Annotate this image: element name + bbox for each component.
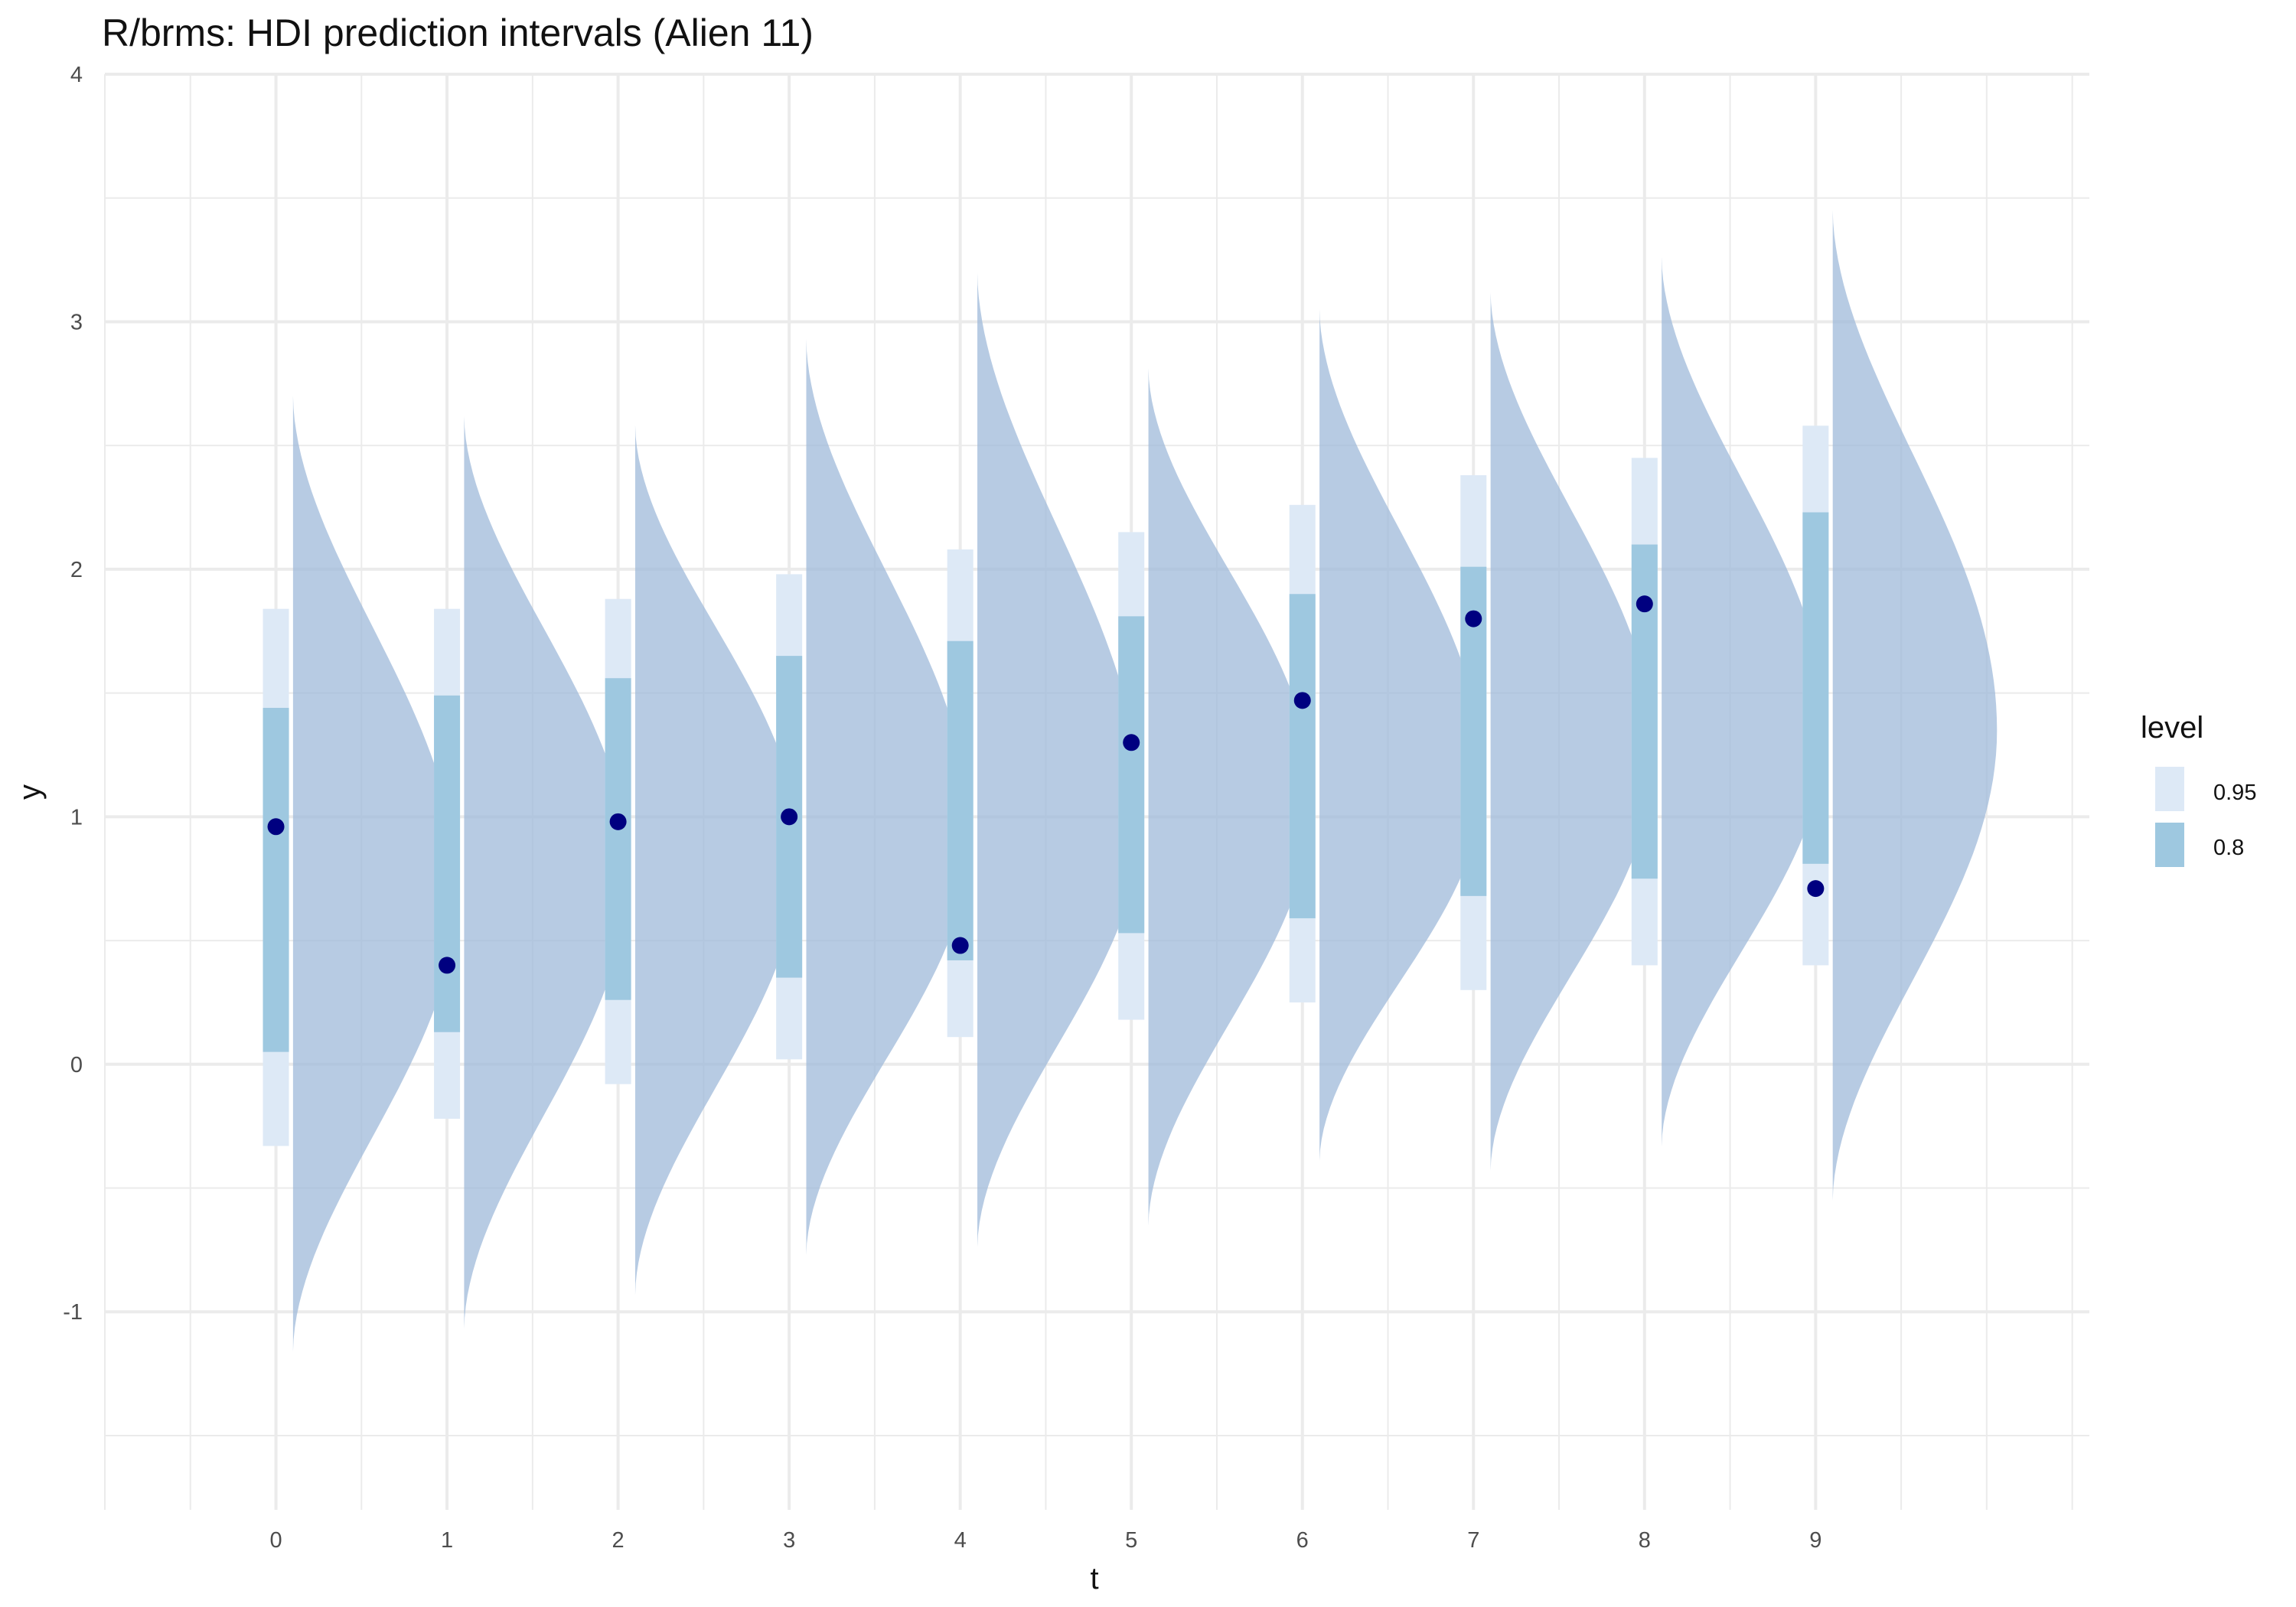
observed-point-t9 [1807, 880, 1825, 898]
density-t6 [1319, 309, 1484, 1161]
observed-point-t7 [1465, 610, 1482, 627]
interval80-t4 [947, 641, 974, 960]
x-tick-labels: 0 1 2 3 4 5 6 7 8 9 [269, 1528, 1821, 1553]
observed-point-t0 [267, 818, 285, 836]
observed-point-t4 [951, 937, 969, 954]
density-t7 [1490, 292, 1655, 1171]
interval80-t0 [263, 708, 289, 1052]
x-tick-label: 2 [612, 1528, 625, 1553]
density-t9 [1832, 210, 1998, 1201]
density-layer [292, 210, 1998, 1351]
observed-point-t8 [1636, 595, 1653, 613]
x-tick-label: 4 [954, 1528, 967, 1553]
x-tick-label: 8 [1639, 1528, 1651, 1553]
observed-point-t5 [1123, 734, 1140, 751]
x-tick-label: 6 [1296, 1528, 1309, 1553]
observed-point-t6 [1293, 692, 1311, 709]
density-t5 [1148, 368, 1313, 1226]
interval80-t8 [1631, 544, 1658, 879]
y-tick-label: 2 [70, 558, 83, 582]
y-tick-label: 0 [70, 1053, 83, 1077]
observed-point-t1 [439, 957, 456, 974]
chart-title: R/brms: HDI prediction intervals (Alien … [102, 11, 814, 54]
x-tick-label: 0 [269, 1528, 282, 1553]
x-tick-label: 3 [783, 1528, 795, 1553]
interval80-t1 [434, 695, 461, 1032]
interval80-t9 [1802, 512, 1829, 864]
legend-label-095: 0.95 [2213, 781, 2256, 805]
density-t0 [292, 396, 458, 1351]
y-tick-labels: -1 0 1 2 3 4 [63, 63, 83, 1325]
density-t1 [464, 416, 628, 1329]
y-tick-label: -1 [63, 1300, 83, 1325]
density-t4 [977, 272, 1142, 1248]
y-axis-title: y [13, 784, 47, 800]
legend-title: level [2141, 711, 2203, 745]
y-tick-label: 3 [70, 310, 83, 334]
density-t3 [806, 339, 970, 1255]
observed-point-t3 [781, 808, 798, 826]
y-tick-label: 1 [70, 805, 83, 830]
legend: level 0.95 0.8 [2141, 711, 2256, 867]
legend-label-08: 0.8 [2213, 836, 2244, 860]
interval-layer [263, 425, 1829, 1146]
interval80-t6 [1289, 594, 1316, 918]
legend-swatch-095 [2155, 767, 2184, 811]
interval80-t5 [1118, 616, 1145, 934]
interval80-t2 [605, 678, 631, 1000]
density-t8 [1662, 257, 1826, 1146]
x-tick-label: 1 [441, 1528, 453, 1553]
y-tick-label: 4 [70, 63, 83, 87]
x-tick-label: 9 [1809, 1528, 1821, 1553]
legend-swatch-08 [2155, 823, 2184, 867]
x-axis-title: t [1090, 1562, 1098, 1596]
observed-points [267, 595, 1825, 974]
observed-point-t2 [609, 813, 627, 830]
density-t2 [634, 425, 800, 1295]
x-tick-label: 5 [1125, 1528, 1137, 1553]
x-tick-label: 7 [1467, 1528, 1479, 1553]
